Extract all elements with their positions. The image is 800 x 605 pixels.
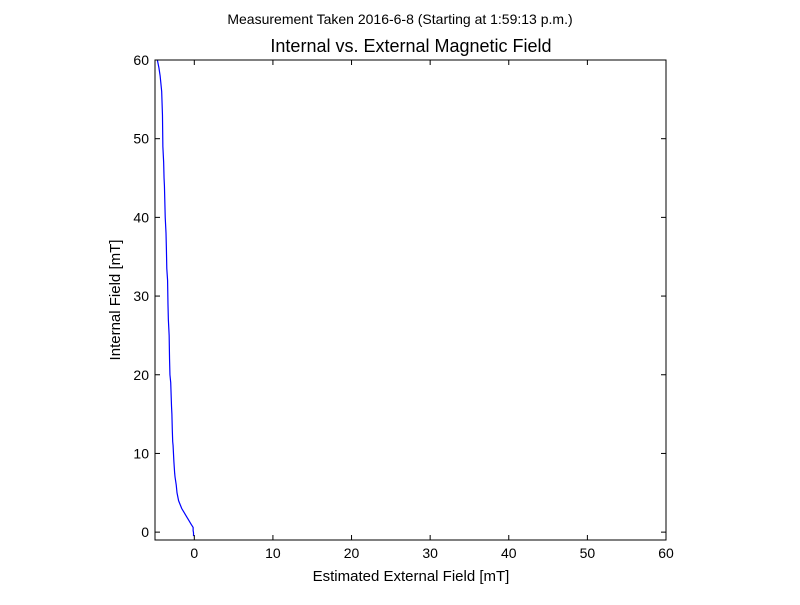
figure-suptitle: Measurement Taken 2016-6-8 (Starting at … <box>227 11 572 27</box>
y-tick-label: 20 <box>133 367 149 383</box>
y-tick-label: 50 <box>133 131 149 147</box>
plot-frame <box>154 59 667 541</box>
y-axis-label: Internal Field [mT] <box>107 240 124 361</box>
x-tick-label: 30 <box>422 545 438 561</box>
chart-title: Internal vs. External Magnetic Field <box>270 36 551 56</box>
x-tick-label: 10 <box>265 545 281 561</box>
y-tick-label: 30 <box>133 288 149 304</box>
series-line-0 <box>156 59 195 537</box>
x-tick-label: 60 <box>658 545 674 561</box>
x-tick-label: 40 <box>501 545 517 561</box>
y-tick-label: 40 <box>133 209 149 225</box>
plot-area: 0 10 20 30 40 50 60 0 10 20 30 40 50 60 <box>133 52 674 561</box>
x-tick-label: 50 <box>580 545 596 561</box>
y-tick-label: 10 <box>133 445 149 461</box>
y-tick-label: 60 <box>133 52 149 68</box>
x-tick-label: 0 <box>190 545 198 561</box>
x-tick-label: 20 <box>344 545 360 561</box>
x-axis-label: Estimated External Field [mT] <box>313 568 510 585</box>
y-tick-label: 0 <box>141 524 149 540</box>
